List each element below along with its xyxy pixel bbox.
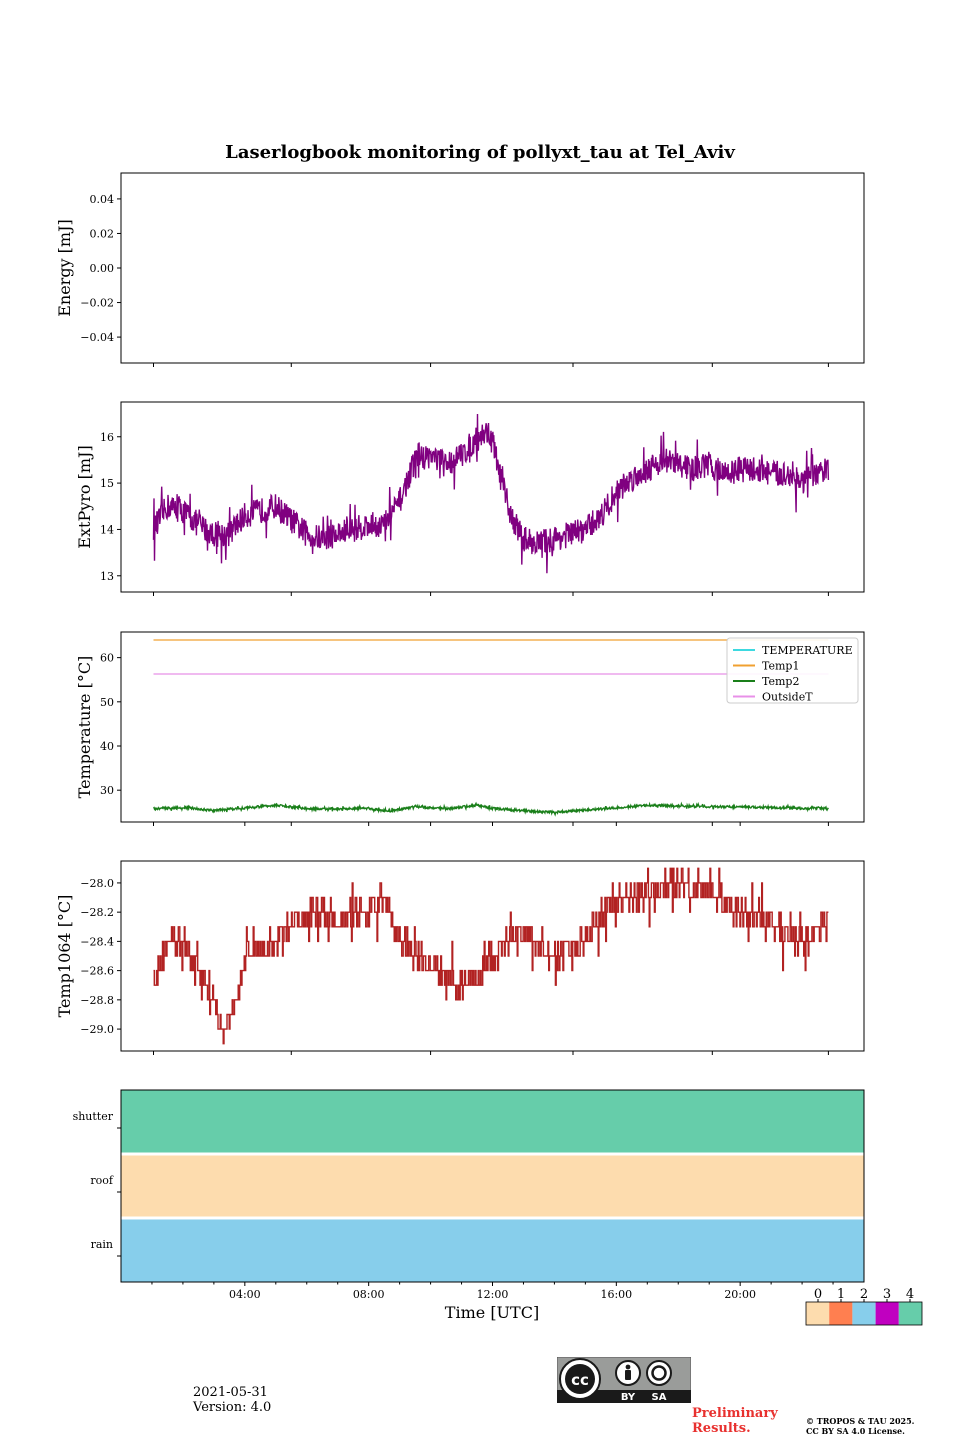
svg-text:cc: cc xyxy=(571,1371,589,1389)
panel-energy: 0.04 0.02 0.00 −0.02 −0.04 Energy [mJ] xyxy=(55,172,865,367)
xtick-label: 16:00 xyxy=(600,1288,632,1301)
footer-version: Version: 4.0 xyxy=(193,1400,272,1415)
xtick-label: 08:00 xyxy=(353,1288,385,1301)
energy-ylabel: Energy [mJ] xyxy=(55,219,74,317)
energy-ytick-label: 0.02 xyxy=(90,227,115,240)
colorbar-segment-4 xyxy=(898,1302,922,1325)
colorbar-tick-label: 2 xyxy=(860,1287,868,1302)
colorbar-tick-label: 3 xyxy=(883,1287,891,1302)
panel-temperature: 60 50 40 30 Temperature [°C] TEMPERATURE Temp1… xyxy=(75,631,865,826)
temp1064-ytick-label: −28.4 xyxy=(80,935,114,948)
xtick-label: 12:00 xyxy=(477,1288,509,1301)
status-band-roof xyxy=(121,1155,864,1217)
chart-title: Laserlogbook monitoring of pollyxt_tau a… xyxy=(225,142,735,163)
extpyro-ytick-label: 16 xyxy=(100,431,114,444)
status-panel: shutter roof rain 04:00 08:00 12:00 16:00 20:00 xyxy=(73,1089,865,1301)
copyright-note: © TROPOS & TAU 2025. CC BY SA 4.0 Licens… xyxy=(806,1416,914,1436)
temperature-series-2 xyxy=(153,801,829,817)
colorbar-segment-1 xyxy=(829,1302,853,1325)
colorbar-tick-label: 0 xyxy=(814,1287,822,1302)
status-label-rain: rain xyxy=(91,1238,113,1251)
colorbar-segment-3 xyxy=(875,1302,899,1325)
energy-ytick-label: −0.04 xyxy=(80,331,114,344)
temperature-ylabel: Temperature [°C] xyxy=(75,656,94,799)
x-axis-label: Time [UTC] xyxy=(445,1303,539,1322)
extpyro-ytick-label: 15 xyxy=(100,477,114,490)
colorbar-tick-label: 4 xyxy=(906,1287,914,1302)
temp1064-ylabel: Temp1064 [°C] xyxy=(55,895,74,1018)
legend-label-outsidet: OutsideT xyxy=(762,691,813,704)
footer-date: 2021-05-31 xyxy=(193,1385,268,1400)
temp1064-ytick-label: −28.8 xyxy=(80,994,114,1007)
extpyro-ylabel: ExtPyro [mJ] xyxy=(75,445,94,548)
extpyro-series-0 xyxy=(152,413,830,574)
status-label-shutter: shutter xyxy=(73,1110,114,1123)
cc-license-badge: cc BY SA xyxy=(557,1357,691,1403)
energy-ytick-label: −0.02 xyxy=(80,297,114,310)
extpyro-frame xyxy=(120,401,865,593)
status-band-shutter xyxy=(121,1090,864,1153)
panel-extpyro: 16 15 14 13 ExtPyro [mJ] xyxy=(75,401,865,596)
temperature-ytick-label: 40 xyxy=(100,740,114,753)
temperature-ytick-label: 60 xyxy=(100,652,114,665)
colorbar-tick-label: 1 xyxy=(837,1287,845,1302)
temp1064-ytick-label: −28.6 xyxy=(80,965,114,978)
temp1064-ytick-label: −29.0 xyxy=(80,1023,114,1036)
sa-label: SA xyxy=(652,1392,667,1403)
legend: TEMPERATURE Temp1 Temp2 OutsideT xyxy=(726,637,859,704)
temp1064-ytick-label: −28.2 xyxy=(80,906,114,919)
energy-ytick-label: 0.00 xyxy=(90,262,115,275)
panel-temp1064: −28.0 −28.2 −28.4 −28.6 −28.8 −29.0 Temp1064 [… xyxy=(55,860,865,1055)
temp1064-series-0 xyxy=(153,867,829,1045)
colorbar-segment-2 xyxy=(852,1302,876,1325)
legend-label-temp1: Temp1 xyxy=(762,660,799,673)
copyright-line-1: © TROPOS & TAU 2025. xyxy=(806,1416,915,1426)
energy-ytick-label: 0.04 xyxy=(90,193,115,206)
xtick-label: 04:00 xyxy=(229,1288,261,1301)
xtick-label: 20:00 xyxy=(724,1288,756,1301)
temp1064-ytick-label: −28.0 xyxy=(80,877,114,890)
temperature-ytick-label: 30 xyxy=(100,784,114,797)
sa-icon xyxy=(646,1360,672,1386)
extpyro-ytick-label: 14 xyxy=(100,523,114,536)
status-label-roof: roof xyxy=(90,1174,114,1187)
legend-label-temp2: Temp2 xyxy=(762,675,799,688)
status-band-rain xyxy=(121,1219,864,1282)
copyright-line-2: CC BY SA 4.0 License. xyxy=(806,1426,905,1436)
by-label: BY xyxy=(621,1392,636,1403)
legend-label-temperature: TEMPERATURE xyxy=(762,644,853,657)
energy-frame xyxy=(120,172,865,364)
colorbar-segment-0 xyxy=(806,1302,830,1325)
preliminary-results-note: Preliminary Results. xyxy=(692,1406,778,1436)
extpyro-ytick-label: 13 xyxy=(100,570,114,583)
temperature-ytick-label: 50 xyxy=(100,696,114,709)
temp1064-frame xyxy=(120,860,865,1052)
